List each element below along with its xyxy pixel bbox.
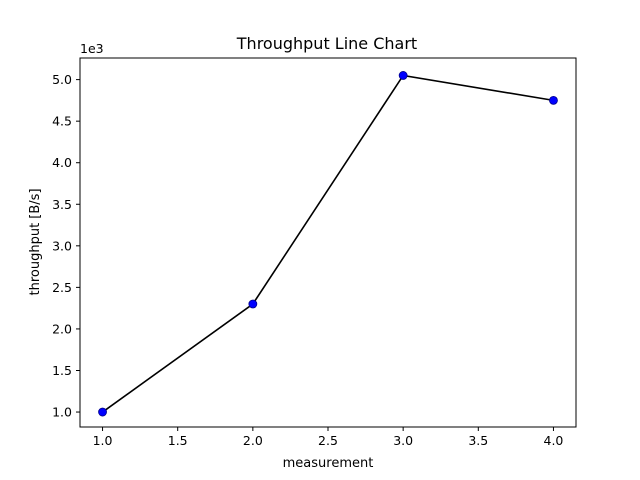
y-offset-label: 1e3: [80, 41, 104, 56]
x-tick-label: 3.0: [393, 433, 413, 448]
x-tick-label: 1.0: [93, 433, 113, 448]
axes-frame: [79, 57, 577, 428]
y-tick-label: 3.5: [52, 197, 72, 212]
y-tick-label: 2.5: [52, 280, 72, 295]
y-tick-label: 1.5: [52, 363, 72, 378]
series-line: [102, 74, 554, 413]
y-tick-label: 1.0: [52, 405, 72, 420]
y-tick-label: 3.0: [52, 238, 72, 253]
y-axis-label: throughput [B/s]: [28, 188, 43, 295]
plot-area: [98, 71, 558, 417]
x-tick-label: 3.5: [468, 433, 488, 448]
y-tick-label: 5.0: [52, 72, 72, 87]
x-axis-label: measurement: [283, 456, 374, 471]
data-point: [549, 95, 558, 105]
x-tick-label: 2.5: [318, 433, 338, 448]
y-tick-label: 4.0: [52, 155, 72, 170]
x-tick-label: 2.0: [243, 433, 263, 448]
x-tick-label: 1.5: [168, 433, 188, 448]
x-tick-label: 4.0: [544, 433, 564, 448]
y-tick-label: 4.5: [52, 114, 72, 129]
data-point: [248, 299, 258, 309]
data-point: [98, 407, 107, 417]
data-point: [398, 71, 408, 80]
chart-title: Throughput Line Chart: [236, 34, 417, 53]
y-tick-label: 2.0: [52, 321, 72, 336]
